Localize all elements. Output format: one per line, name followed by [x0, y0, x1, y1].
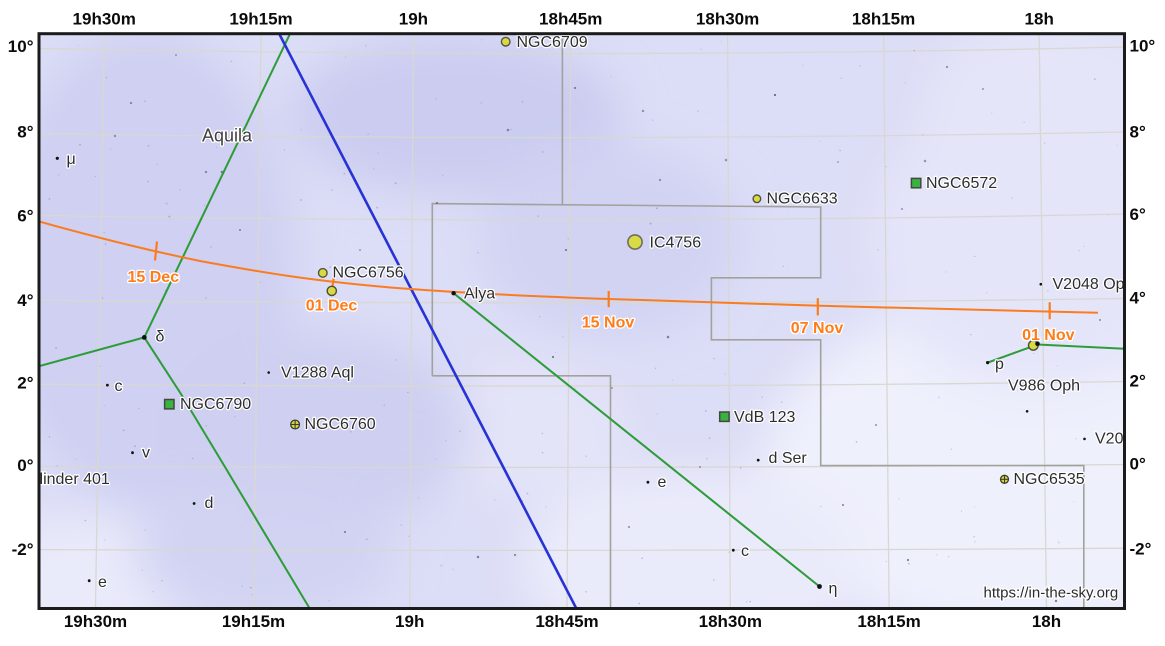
svg-text:18h: 18h — [1025, 9, 1054, 28]
svg-text:8°: 8° — [17, 123, 33, 142]
svg-text:NGC6633: NGC6633 — [767, 191, 838, 208]
svg-text:η: η — [829, 581, 838, 598]
svg-text:4°: 4° — [17, 291, 33, 310]
svg-text:IC4756: IC4756 — [650, 235, 702, 252]
svg-text:e: e — [98, 574, 107, 591]
svg-text:NGC6790: NGC6790 — [180, 396, 251, 413]
svg-text:01 Dec: 01 Dec — [306, 298, 358, 315]
svg-text:c: c — [741, 543, 749, 560]
svg-text:07 Nov: 07 Nov — [791, 320, 844, 337]
svg-text:6°: 6° — [1130, 205, 1146, 224]
svg-text:2°: 2° — [17, 374, 33, 393]
svg-text:19h15m: 19h15m — [222, 612, 285, 631]
svg-text:μ: μ — [67, 151, 76, 168]
svg-text:V986 Oph: V986 Oph — [1008, 378, 1080, 395]
svg-text:18h: 18h — [1032, 612, 1061, 631]
svg-text:v: v — [142, 445, 150, 462]
svg-text:V2048 Oph: V2048 Oph — [1053, 276, 1134, 293]
svg-text:c: c — [115, 378, 123, 395]
svg-text:Collinder 401: Collinder 401 — [16, 471, 110, 488]
svg-text:δ: δ — [156, 328, 165, 345]
svg-text:Aquila: Aquila — [202, 126, 253, 146]
svg-text:18h30m: 18h30m — [696, 9, 759, 28]
svg-text:NGC6535: NGC6535 — [1014, 471, 1085, 488]
svg-text:8°: 8° — [1130, 123, 1146, 142]
svg-text:NGC6709: NGC6709 — [517, 34, 588, 51]
svg-text:18h15m: 18h15m — [852, 9, 915, 28]
svg-text:-2°: -2° — [1130, 540, 1152, 559]
svg-text:d Ser: d Ser — [769, 450, 808, 467]
svg-text:6°: 6° — [17, 207, 33, 226]
svg-text:18h45m: 18h45m — [535, 612, 598, 631]
svg-text:2°: 2° — [1130, 372, 1146, 391]
svg-text:V1288 Aql: V1288 Aql — [281, 364, 354, 381]
svg-text:19h30m: 19h30m — [73, 9, 136, 28]
svg-text:4°: 4° — [1130, 289, 1146, 308]
svg-text:p: p — [995, 356, 1004, 373]
svg-text:18h15m: 18h15m — [857, 612, 920, 631]
svg-text:18h45m: 18h45m — [539, 9, 602, 28]
svg-text:19h30m: 19h30m — [64, 612, 127, 631]
svg-text:15 Nov: 15 Nov — [582, 314, 635, 331]
svg-text:15 Dec: 15 Dec — [128, 269, 180, 286]
svg-text:10°: 10° — [8, 37, 34, 56]
svg-text:Alya: Alya — [464, 285, 495, 302]
svg-text:0°: 0° — [17, 456, 33, 475]
svg-text:NGC6572: NGC6572 — [926, 175, 997, 192]
svg-text:10°: 10° — [1130, 37, 1156, 56]
svg-text:19h15m: 19h15m — [229, 9, 292, 28]
svg-text:VdB 123: VdB 123 — [734, 409, 795, 426]
svg-text:e: e — [658, 474, 667, 491]
svg-text:18h30m: 18h30m — [699, 612, 762, 631]
svg-text:NGC6760: NGC6760 — [305, 416, 376, 433]
svg-text:NGC6756: NGC6756 — [333, 264, 404, 281]
svg-text:-2°: -2° — [12, 540, 34, 559]
svg-text:V2086 Oph: V2086 Oph — [1095, 431, 1165, 448]
svg-text:d: d — [205, 495, 214, 512]
svg-text:https://in-the-sky.org: https://in-the-sky.org — [984, 585, 1119, 602]
svg-text:0°: 0° — [1130, 455, 1146, 474]
svg-text:01 Nov: 01 Nov — [1022, 327, 1075, 344]
svg-text:19h: 19h — [399, 9, 428, 28]
svg-text:19h: 19h — [395, 612, 424, 631]
